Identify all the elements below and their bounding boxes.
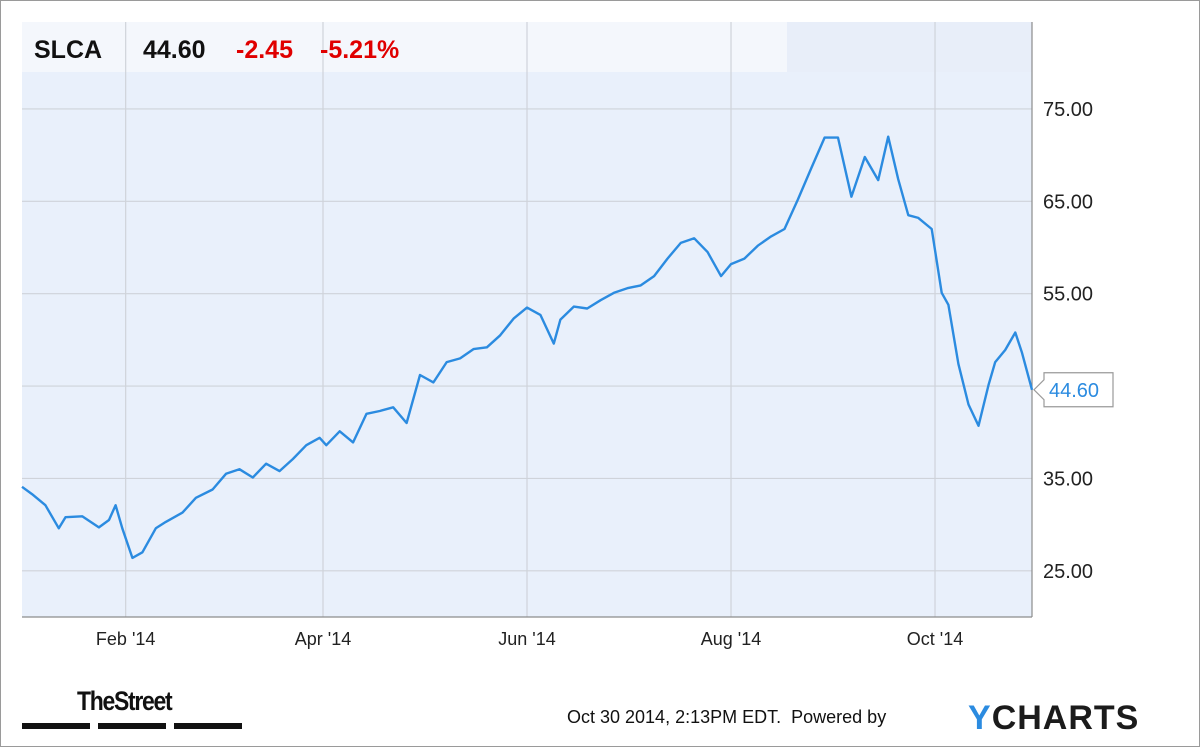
header-band-shade xyxy=(787,22,1032,72)
x-tick-label: Apr '14 xyxy=(295,629,351,649)
ticker-symbol: SLCA xyxy=(34,36,103,64)
price-series-line xyxy=(21,135,1034,560)
timestamp: Oct 30 2014, 2:13PM EDT. xyxy=(567,707,782,727)
thestreet-logo[interactable]: TheStreet xyxy=(22,686,242,732)
x-tick-label: Oct '14 xyxy=(907,629,963,649)
last-value-label: 44.60 xyxy=(1049,380,1099,402)
powered-by-label: Powered by xyxy=(791,707,887,727)
y-tick-label: 65.00 xyxy=(1043,191,1093,213)
thestreet-logo-text: TheStreet xyxy=(77,686,173,716)
thestreet-logo-bar xyxy=(174,723,242,729)
price-change-percent: -5.21% xyxy=(320,36,400,64)
x-tick-label: Jun '14 xyxy=(498,629,555,649)
ycharts-logo[interactable]: YCHARTS xyxy=(968,699,1139,738)
last-price: 44.60 xyxy=(143,36,206,64)
last-value-flag-box xyxy=(1033,372,1114,408)
y-tick-label: 35.00 xyxy=(1043,468,1093,490)
thestreet-logo-bar xyxy=(22,723,90,729)
y-tick-label: 75.00 xyxy=(1043,99,1093,121)
footer-attribution: Oct 30 2014, 2:13PM EDT. Powered by xyxy=(567,707,886,728)
thestreet-logo-bar xyxy=(98,723,166,729)
x-tick-label: Feb '14 xyxy=(96,629,155,649)
price-change: -2.45 xyxy=(236,36,293,64)
x-tick-label: Aug '14 xyxy=(701,629,762,649)
y-tick-label: 55.00 xyxy=(1043,284,1093,306)
ycharts-logo-mark: Y xyxy=(968,699,992,737)
ycharts-logo-text: CHARTS xyxy=(991,699,1140,737)
y-tick-label: 25.00 xyxy=(1043,561,1093,583)
